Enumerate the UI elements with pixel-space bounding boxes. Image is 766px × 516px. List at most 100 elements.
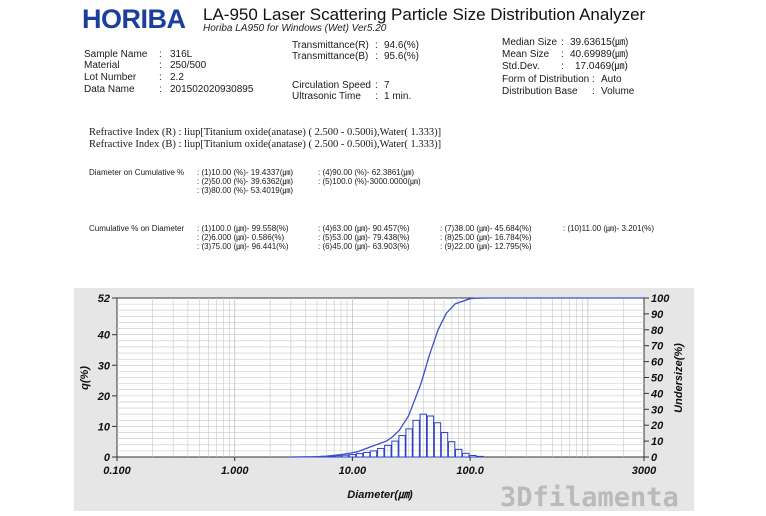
cumulative-on-diameter-label: Cumulative % on Diameter — [89, 224, 185, 233]
transmittance-b-value: 95.6(%) — [384, 51, 420, 62]
x-tick-label: 1.000 — [221, 465, 249, 477]
cumulative-diameter-row: : (8)25.00 (㎛)- 16.784(%) — [440, 233, 532, 242]
diameter-cumulative-row: : (2)50.00 (%)- 39.6362(㎛) — [197, 177, 294, 186]
x-axis-title: Diameter(㎛) — [347, 489, 413, 501]
cumulative-diameter-row: : (10)11.00 (㎛)- 3.201(%) — [563, 224, 654, 233]
frequency-bar — [398, 435, 406, 458]
ultrasonic-time-colon: : — [375, 91, 378, 102]
x-tick-label: 3000 — [632, 465, 657, 477]
y-left-tick-label: 40 — [97, 330, 111, 342]
x-tick-label: 10.00 — [339, 465, 367, 477]
circulation-speed-label: Circulation Speed — [292, 80, 371, 91]
frequency-bar — [419, 413, 427, 458]
cumulative-curve-line — [290, 297, 644, 458]
frequency-bar — [433, 422, 442, 458]
watermark-text: 3Dfilamenta — [500, 482, 679, 513]
y-axis-right-title: Undersize(%) — [673, 343, 685, 413]
frequency-bar — [412, 419, 420, 458]
distribution-base-value: Volume — [601, 86, 635, 97]
y-right-tick-label: 60 — [651, 357, 664, 369]
y-right-tick-label: 80 — [651, 325, 664, 337]
y-right-tick-label: 90 — [651, 309, 664, 321]
material-colon: : — [159, 60, 162, 71]
cumulative-diameter-row: : (4)63.00 (㎛)- 90.457(%) — [318, 224, 410, 233]
transmittance-r-colon: : — [375, 40, 378, 51]
frequency-bar — [469, 454, 477, 458]
std-dev-value: 17.0469(㎛) — [575, 61, 628, 72]
software-version: Horiba LA950 for Windows (Wet) Ver5.20 — [203, 23, 387, 34]
frequency-bar — [447, 441, 456, 458]
frequency-bar — [341, 454, 349, 458]
ultrasonic-time-value: 1 min. — [384, 91, 412, 102]
refractive-index-b: Refractive Index (B) : liup[Titanium oxi… — [89, 139, 442, 150]
y-right-tick-label: 10 — [651, 436, 664, 448]
frequency-bar — [462, 452, 470, 458]
frequency-bar — [384, 444, 392, 458]
transmittance-b-colon: : — [375, 51, 378, 62]
sample-name-colon: : — [159, 49, 162, 60]
frequency-bar — [334, 455, 343, 458]
data-name-colon: : — [159, 84, 162, 95]
refractive-index-r: Refractive Index (R) : liup[Titanium oxi… — [89, 127, 442, 138]
y-left-tick-label: 0 — [104, 452, 111, 464]
y-right-tick-label: 30 — [651, 404, 664, 416]
cumulative-diameter-row: : (7)38.00 (㎛)- 45.684(%) — [440, 224, 532, 233]
frequency-bar — [355, 453, 364, 458]
distribution-base-label: Distribution Base — [502, 86, 578, 97]
material-label: Material — [84, 60, 120, 71]
y-left-tick-label: 20 — [97, 391, 111, 403]
cumulative-diameter-row: : (2)6.000 (㎛)- 0.586(%) — [197, 233, 285, 242]
distribution-base-colon: : — [592, 86, 595, 97]
y-left-tick-label: 30 — [98, 360, 111, 372]
std-dev-label: Std.Dev. — [502, 61, 540, 72]
sample-name-value: 316L — [170, 49, 193, 60]
lot-number-value: 2.2 — [170, 72, 184, 83]
x-tick-label: 0.100 — [103, 465, 131, 477]
circulation-speed-value: 7 — [384, 80, 390, 91]
material-value: 250/500 — [170, 60, 207, 71]
cumulative-diameter-row: : (5)53.00 (㎛)- 79.438(%) — [318, 233, 410, 242]
frequency-bar — [426, 415, 435, 458]
y-right-tick-label: 40 — [650, 388, 664, 400]
y-right-tick-label: 50 — [651, 373, 664, 385]
cumulative-diameter-row: : (1)100.0 (㎛)- 99.558(%) — [197, 224, 289, 233]
grid-lines — [117, 298, 644, 457]
ultrasonic-time-label: Ultrasonic Time — [292, 91, 361, 102]
median-size-colon: : — [561, 37, 564, 48]
y-right-tick-label: 70 — [651, 341, 664, 353]
diameter-on-cumulative-label: Diameter on Cumulative % — [89, 168, 185, 177]
frequency-bar — [440, 432, 449, 458]
mean-size-label: Mean Size — [502, 49, 550, 60]
cumulative-curve — [290, 297, 644, 458]
sample-name-label: Sample Name — [84, 49, 148, 60]
diameter-cumulative-row: : (3)80.00 (%)- 53.4019(㎛) — [197, 186, 294, 195]
frequency-bar — [377, 447, 385, 458]
frequency-bar — [476, 455, 484, 458]
lot-number-label: Lot Number — [84, 72, 137, 83]
frequency-bar — [362, 451, 371, 458]
y-right-tick-label: 20 — [650, 420, 664, 432]
cumulative-diameter-row: : (6)45.00 (㎛)- 63.903(%) — [318, 242, 410, 251]
diameter-cumulative-row: : (5)100.0 (%)-3000.0000(㎛) — [318, 177, 421, 186]
x-tick-label: 100.0 — [456, 465, 484, 477]
form-distribution-label: Form of Distribution — [502, 74, 590, 85]
y-right-tick-label: 100 — [651, 293, 670, 305]
frequency-bar — [405, 428, 413, 458]
diameter-cumulative-row: : (1)10.00 (%)- 19.4337(㎛) — [197, 168, 294, 177]
mean-size-value: 40.69989(㎛) — [570, 49, 629, 60]
report-title: LA-950 Laser Scattering Particle Size Di… — [203, 5, 646, 24]
median-size-label: Median Size — [502, 37, 558, 48]
frequency-bar — [369, 450, 378, 458]
transmittance-r-value: 94.6(%) — [384, 40, 420, 51]
mean-size-colon: : — [561, 49, 564, 60]
frequency-bar — [391, 440, 399, 458]
form-distribution-value: Auto — [601, 74, 622, 85]
cumulative-diameter-row: : (3)75.00 (㎛)- 96.441(%) — [197, 242, 289, 251]
lot-number-colon: : — [159, 72, 162, 83]
transmittance-r-label: Transmittance(R) — [292, 40, 369, 51]
horiba-logo: HORIBA — [82, 4, 186, 34]
axis-ticks: 0.100 1.000 10.00 100.0 30000102030405201020… — [97, 293, 670, 477]
y-right-tick-label: 0 — [651, 452, 658, 464]
frequency-bar — [455, 448, 463, 458]
